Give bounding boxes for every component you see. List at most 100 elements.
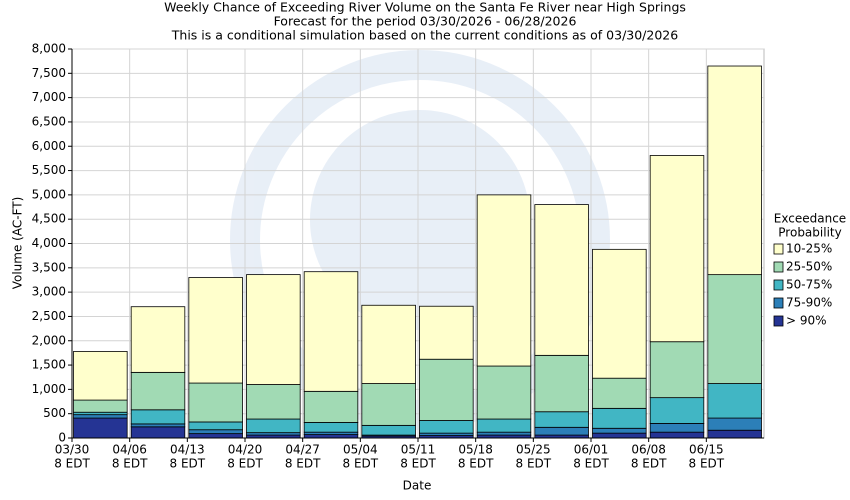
bar-segment	[476, 194, 532, 367]
legend-label: 50-75%	[786, 278, 832, 292]
x-tick-label: 04/13	[170, 443, 205, 457]
y-tick-label: 500	[43, 406, 66, 420]
bar-segment	[707, 274, 762, 384]
x-tick-label: 06/01	[574, 443, 609, 457]
chart-subtitle: This is a conditional simulation based o…	[171, 28, 678, 43]
chart-subtitle: Forecast for the period 03/30/2026 - 06/…	[274, 14, 577, 29]
bar-segment	[707, 429, 762, 439]
bar-segment	[419, 305, 474, 360]
bar-segment	[188, 433, 243, 439]
x-tick-label: 06/15	[689, 443, 724, 457]
bar-segment	[73, 414, 128, 419]
x-tick-sublabel: 8 EDT	[689, 457, 725, 471]
bar-segment	[188, 277, 243, 384]
y-tick-label: 2,000	[32, 333, 66, 347]
y-tick-label: 6,000	[32, 139, 66, 153]
y-tick-label: 4,000	[32, 236, 66, 250]
x-tick-sublabel: 8 EDT	[516, 457, 552, 471]
y-tick-label: 6,500	[32, 114, 66, 128]
x-tick-sublabel: 8 EDT	[631, 457, 667, 471]
y-tick-label: 0	[58, 431, 66, 445]
bar-segment	[592, 377, 647, 409]
bar-segment	[246, 274, 301, 385]
bar-segment	[534, 354, 589, 413]
bar-segment	[303, 434, 359, 439]
y-tick-label: 5,000	[32, 187, 66, 201]
bar-segment	[649, 423, 705, 433]
bar-segment	[361, 304, 416, 384]
chart-title: Weekly Chance of Exceeding River Volume …	[164, 0, 686, 15]
bar-segment	[649, 431, 705, 439]
legend-label: 25-50%	[786, 260, 832, 274]
bar-segment	[592, 427, 647, 434]
bar-segment	[130, 409, 186, 425]
bar-segment	[73, 399, 128, 413]
x-tick-label: 04/20	[228, 443, 263, 457]
x-tick-label: 05/25	[516, 443, 551, 457]
y-tick-label: 3,000	[32, 285, 66, 299]
x-tick-label: 04/06	[112, 443, 147, 457]
bar-segment	[188, 421, 243, 431]
y-tick-label: 1,500	[32, 358, 66, 372]
y-tick-label: 8,000	[32, 42, 66, 56]
legend-label: 10-25%	[786, 242, 832, 256]
bar-segment	[361, 424, 416, 436]
x-tick-sublabel: 8 EDT	[54, 457, 90, 471]
bar-segment	[476, 418, 532, 433]
legend-swatch	[773, 243, 784, 255]
bar-segment	[707, 417, 762, 431]
bar-segment	[707, 383, 762, 419]
bar-segment	[303, 390, 359, 423]
x-tick-label: 05/04	[343, 443, 378, 457]
bar-segment	[303, 271, 359, 392]
bar-segment	[130, 306, 186, 373]
legend-title: Exceedance	[774, 212, 846, 226]
x-tick-sublabel: 8 EDT	[343, 457, 379, 471]
bar-segment	[130, 371, 186, 411]
x-tick-sublabel: 8 EDT	[400, 457, 436, 471]
x-tick-sublabel: 8 EDT	[112, 457, 148, 471]
bar-segment	[246, 418, 301, 434]
y-tick-label: 2,500	[32, 309, 66, 323]
x-tick-sublabel: 8 EDT	[573, 457, 609, 471]
legend-swatch	[773, 279, 784, 291]
bar-segment	[246, 384, 301, 420]
bar-segment	[130, 423, 186, 428]
x-tick-sublabel: 8 EDT	[458, 457, 494, 471]
legend-swatch	[773, 261, 784, 273]
legend-title: Probability	[778, 226, 841, 240]
bar-segment	[419, 420, 474, 434]
bar-segment	[73, 351, 128, 401]
bar-segment	[707, 65, 762, 276]
y-axis-label: Volume (AC-FT)	[11, 197, 25, 290]
x-tick-sublabel: 8 EDT	[227, 457, 263, 471]
bar-segment	[419, 358, 474, 421]
x-tick-label: 06/08	[631, 443, 666, 457]
bar-segment	[361, 383, 416, 426]
y-tick-label: 4,500	[32, 212, 66, 226]
bar-segment	[534, 204, 589, 356]
y-tick-label: 1,000	[32, 382, 66, 396]
legend-swatch	[773, 315, 784, 327]
bar-segment	[649, 155, 705, 343]
bar-segment	[188, 382, 243, 423]
bar-segment	[130, 426, 186, 439]
bar-segment	[649, 341, 705, 399]
y-tick-label: 5,500	[32, 163, 66, 177]
bar-segment	[73, 417, 128, 439]
bar-segment	[592, 407, 647, 429]
x-tick-label: 05/18	[458, 443, 493, 457]
legend-label: 75-90%	[786, 296, 832, 310]
x-axis-label: Date	[403, 479, 432, 493]
x-tick-label: 03/30	[55, 443, 90, 457]
bar-segment	[649, 397, 705, 424]
y-tick-label: 7,000	[32, 90, 66, 104]
x-tick-label: 04/27	[285, 443, 320, 457]
bar-segment	[188, 429, 243, 435]
bar-segment	[303, 422, 359, 433]
x-tick-sublabel: 8 EDT	[285, 457, 321, 471]
y-tick-label: 7,500	[32, 66, 66, 80]
bar-segment	[476, 365, 532, 420]
legend-swatch	[773, 297, 784, 309]
